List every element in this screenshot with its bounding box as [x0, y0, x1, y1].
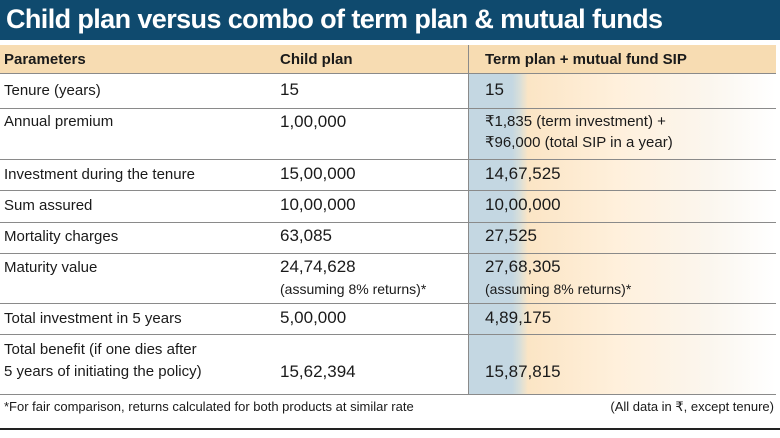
row-divider: [0, 253, 776, 254]
child-plan-value: 15: [280, 80, 299, 99]
term-plan-value: 14,67,525: [485, 164, 561, 183]
row-parameter: Total benefit (if one dies after: [4, 341, 197, 358]
term-plan-value: ₹1,835 (term investment) +: [485, 113, 666, 130]
header-child-plan: Child plan: [280, 51, 353, 68]
row-divider: [0, 303, 776, 304]
term-plan-value: 10,00,000: [485, 195, 561, 214]
data-unit-note: (All data in ₹, except tenure): [610, 399, 774, 414]
child-plan-value: 63,085: [280, 226, 332, 245]
row-divider: [0, 73, 776, 74]
row-divider: [0, 190, 776, 191]
term-plan-value: 15: [485, 80, 504, 99]
term-plan-value: 27,525: [485, 226, 537, 245]
row-parameter: Total investment in 5 years: [4, 310, 182, 327]
footnote: *For fair comparison, returns calculated…: [4, 399, 414, 414]
row-divider: [0, 334, 776, 335]
child-plan-value: 15,62,394: [280, 362, 356, 381]
term-plan-column-highlight: [468, 73, 776, 394]
child-plan-value: 15,00,000: [280, 164, 356, 183]
term-plan-value: 4,89,175: [485, 308, 552, 327]
row-parameter-line2: 5 years of initiating the policy): [4, 363, 202, 380]
row-divider: [0, 222, 776, 223]
table-title: Child plan versus combo of term plan & m…: [6, 4, 663, 34]
title-bar: Child plan versus combo of term plan & m…: [0, 0, 780, 40]
header-row: [0, 45, 776, 73]
term-plan-value: 15,87,815: [485, 362, 561, 381]
row-parameter: Maturity value: [4, 259, 98, 276]
column-divider: [468, 45, 469, 394]
child-plan-value: 5,00,000: [280, 308, 347, 327]
child-plan-value: 1,00,000: [280, 112, 347, 131]
row-divider: [0, 394, 776, 395]
term-plan-note: (assuming 8% returns)*: [485, 281, 632, 297]
row-parameter: Sum assured: [4, 197, 93, 214]
row-divider: [0, 159, 776, 160]
row-parameter: Investment during the tenure: [4, 166, 195, 183]
child-plan-note: (assuming 8% returns)*: [280, 281, 427, 297]
row-divider: [0, 108, 776, 109]
child-plan-value: 24,74,628: [280, 257, 356, 276]
header-parameters: Parameters: [4, 51, 86, 68]
term-plan-value-line2: ₹96,000 (total SIP in a year): [485, 134, 673, 151]
header-term-plan: Term plan + mutual fund SIP: [485, 51, 687, 68]
row-parameter: Annual premium: [4, 113, 114, 130]
row-parameter: Tenure (years): [4, 82, 101, 99]
term-plan-value: 27,68,305: [485, 257, 561, 276]
bottom-rule: [0, 428, 780, 430]
child-plan-value: 10,00,000: [280, 195, 356, 214]
row-parameter: Mortality charges: [4, 228, 119, 245]
